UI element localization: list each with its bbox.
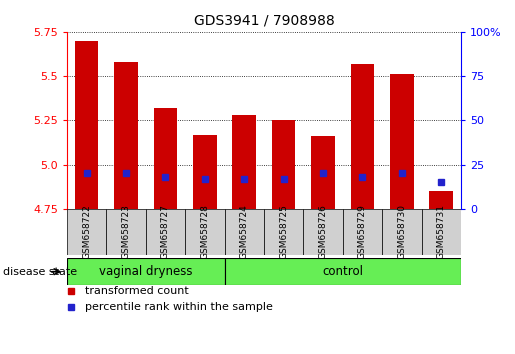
Text: GSM658730: GSM658730 (398, 204, 406, 259)
Bar (422, 209, 461, 255)
Text: GSM658728: GSM658728 (200, 204, 209, 259)
Bar (193, 135, 217, 209)
Bar (430, 191, 453, 209)
Bar (107, 209, 146, 255)
Bar (382, 209, 421, 255)
Bar (146, 209, 185, 255)
Title: GDS3941 / 7908988: GDS3941 / 7908988 (194, 14, 334, 28)
Bar (225, 258, 461, 285)
Text: GSM658729: GSM658729 (358, 204, 367, 259)
Text: transformed count: transformed count (84, 286, 188, 296)
Text: GSM658724: GSM658724 (240, 205, 249, 259)
Bar (390, 74, 414, 209)
Bar (264, 209, 303, 255)
Bar (351, 64, 374, 209)
Bar (272, 120, 296, 209)
Bar (114, 62, 138, 209)
Bar (343, 209, 382, 255)
Text: GSM658726: GSM658726 (319, 204, 328, 259)
Text: GSM658725: GSM658725 (279, 204, 288, 259)
Text: GSM658731: GSM658731 (437, 204, 445, 259)
Bar (232, 115, 256, 209)
Bar (67, 209, 107, 255)
Bar (311, 136, 335, 209)
Bar (153, 108, 177, 209)
Text: vaginal dryness: vaginal dryness (99, 265, 193, 278)
Text: GSM658727: GSM658727 (161, 204, 170, 259)
Text: GSM658723: GSM658723 (122, 204, 130, 259)
Text: percentile rank within the sample: percentile rank within the sample (84, 302, 272, 312)
Text: GSM658722: GSM658722 (82, 205, 91, 259)
Bar (225, 209, 264, 255)
Bar (185, 209, 225, 255)
Text: disease state: disease state (3, 267, 77, 277)
Bar (303, 209, 343, 255)
Text: control: control (322, 265, 363, 278)
Bar (67, 258, 225, 285)
Bar (75, 41, 98, 209)
